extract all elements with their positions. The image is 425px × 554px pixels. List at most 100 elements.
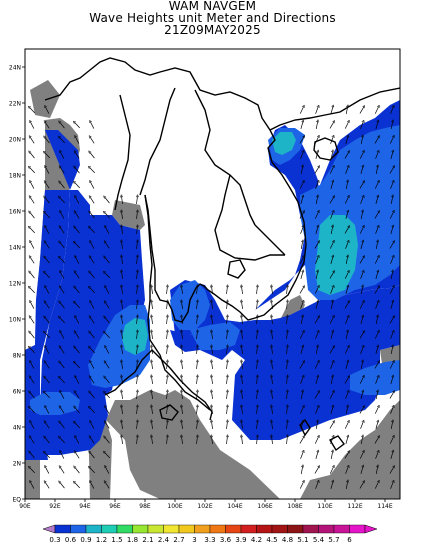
direction-arrow bbox=[390, 106, 394, 114]
direction-arrow bbox=[30, 212, 35, 219]
direction-arrow bbox=[44, 332, 50, 339]
direction-arrow bbox=[30, 181, 35, 189]
direction-arrow bbox=[360, 466, 363, 474]
direction-arrow bbox=[329, 347, 334, 354]
direction-arrow bbox=[121, 406, 122, 415]
colorbar-label: 0.9 bbox=[80, 536, 91, 544]
direction-arrow bbox=[241, 376, 242, 385]
direction-arrow bbox=[45, 257, 50, 264]
direction-arrow bbox=[374, 437, 379, 444]
direction-arrow bbox=[121, 421, 122, 430]
direction-arrow bbox=[389, 167, 394, 174]
direction-arrow bbox=[241, 436, 242, 445]
direction-arrow bbox=[105, 197, 110, 204]
colorbar-cell bbox=[333, 524, 350, 534]
direction-arrow bbox=[105, 362, 110, 369]
wave-direction-arrows bbox=[29, 106, 394, 489]
direction-arrow bbox=[315, 331, 319, 339]
direction-arrow bbox=[257, 376, 258, 385]
direction-arrow bbox=[167, 361, 168, 370]
direction-arrow bbox=[329, 197, 334, 204]
direction-arrow bbox=[45, 182, 50, 189]
direction-arrow bbox=[197, 331, 198, 340]
direction-arrow bbox=[375, 241, 378, 249]
latitude-axis: EQ 2N 4N 6N 8N 10N 12N 14N 16N 18N 20N 22N 24N bbox=[9, 65, 25, 504]
direction-arrow bbox=[59, 437, 65, 444]
direction-arrow bbox=[390, 331, 394, 339]
direction-arrow bbox=[121, 391, 122, 400]
direction-arrow bbox=[45, 317, 50, 324]
direction-arrow bbox=[45, 377, 50, 384]
direction-arrow bbox=[60, 407, 65, 414]
direction-arrow bbox=[227, 406, 228, 415]
direction-arrow bbox=[167, 286, 168, 295]
direction-arrow bbox=[360, 196, 364, 204]
direction-arrow bbox=[389, 317, 394, 324]
direction-arrow bbox=[137, 271, 138, 280]
direction-arrow bbox=[330, 361, 334, 369]
direction-arrow bbox=[60, 422, 65, 429]
direction-arrow bbox=[121, 436, 122, 445]
direction-arrow bbox=[374, 481, 379, 489]
direction-arrow bbox=[227, 316, 228, 325]
direction-arrow bbox=[299, 137, 304, 144]
direction-arrow bbox=[197, 376, 198, 385]
direction-arrow bbox=[121, 241, 122, 250]
direction-arrow bbox=[344, 152, 349, 159]
direction-arrow bbox=[59, 377, 65, 384]
direction-arrow bbox=[197, 391, 198, 400]
direction-arrow bbox=[227, 331, 228, 340]
direction-arrow bbox=[75, 212, 80, 219]
direction-arrow bbox=[167, 421, 168, 430]
direction-arrow bbox=[44, 452, 50, 459]
direction-arrow bbox=[181, 391, 182, 400]
direction-arrow bbox=[345, 106, 348, 114]
direction-arrow bbox=[345, 136, 348, 144]
direction-arrow bbox=[105, 257, 110, 264]
direction-arrow bbox=[44, 152, 50, 159]
direction-arrow bbox=[90, 197, 95, 204]
direction-arrow bbox=[315, 181, 319, 189]
direction-arrow bbox=[151, 346, 152, 355]
direction-arrow bbox=[300, 466, 303, 474]
direction-arrow bbox=[257, 286, 258, 295]
direction-arrow bbox=[287, 436, 288, 445]
direction-arrow bbox=[74, 422, 80, 429]
direction-arrow bbox=[151, 376, 152, 385]
direction-arrow bbox=[257, 391, 258, 400]
direction-arrow bbox=[345, 481, 348, 489]
direction-arrow bbox=[241, 286, 242, 295]
colorbar-label: 5.1 bbox=[297, 536, 308, 544]
direction-arrow bbox=[137, 256, 138, 265]
direction-arrow bbox=[167, 391, 168, 400]
direction-arrow bbox=[389, 242, 394, 249]
direction-arrow bbox=[344, 377, 349, 384]
colorbar-cell bbox=[85, 524, 102, 534]
direction-arrow bbox=[60, 167, 65, 174]
direction-arrow bbox=[60, 451, 65, 459]
lon-label: 102E bbox=[197, 503, 212, 510]
direction-arrow bbox=[287, 331, 288, 340]
lat-label: EQ bbox=[12, 497, 21, 504]
direction-arrow bbox=[299, 181, 304, 189]
direction-arrow bbox=[74, 482, 80, 489]
direction-arrow bbox=[241, 301, 242, 310]
direction-arrow bbox=[330, 181, 333, 189]
direction-arrow bbox=[360, 241, 363, 249]
direction-arrow bbox=[45, 122, 50, 129]
direction-arrow bbox=[345, 181, 348, 189]
direction-arrow bbox=[181, 316, 182, 325]
direction-arrow bbox=[90, 152, 95, 159]
direction-arrow bbox=[45, 346, 50, 354]
direction-arrow bbox=[211, 406, 212, 415]
direction-arrow bbox=[75, 316, 80, 324]
direction-arrow bbox=[390, 256, 394, 264]
direction-arrow bbox=[374, 181, 379, 189]
direction-arrow bbox=[75, 407, 80, 414]
direction-arrow bbox=[75, 332, 80, 339]
lon-label: 108E bbox=[287, 503, 302, 510]
direction-arrow bbox=[360, 316, 363, 324]
direction-arrow bbox=[360, 166, 363, 174]
colorbar-label: 5.4 bbox=[313, 536, 325, 544]
colorbar-cell bbox=[101, 524, 118, 534]
